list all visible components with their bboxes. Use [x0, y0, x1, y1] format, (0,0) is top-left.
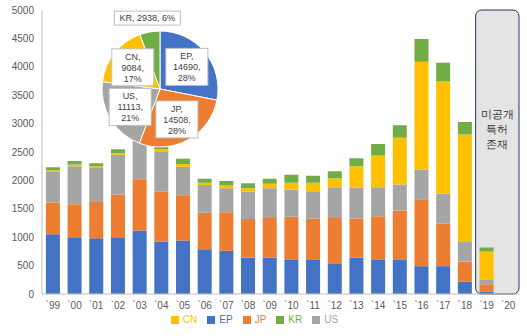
- svg-text:`01: `01: [89, 300, 104, 311]
- svg-text:`08: `08: [241, 300, 256, 311]
- svg-text:미공개: 미공개: [481, 108, 514, 120]
- svg-text:11113,: 11113,: [117, 102, 143, 112]
- svg-text:21%: 21%: [121, 113, 139, 123]
- svg-text:`17: `17: [436, 300, 451, 311]
- html-text:CN: CN: [182, 314, 198, 325]
- svg-text:EP,: EP,: [180, 51, 193, 61]
- svg-text:3000: 3000: [12, 118, 35, 129]
- svg-text:`10: `10: [284, 300, 299, 311]
- svg-text:특허: 특허: [486, 123, 508, 135]
- svg-text:500: 500: [17, 260, 34, 271]
- svg-text:`13: `13: [349, 300, 364, 311]
- svg-text:1500: 1500: [12, 203, 35, 214]
- svg-text:3500: 3500: [12, 90, 35, 101]
- svg-text:`99: `99: [46, 300, 61, 311]
- svg-text:US,: US,: [123, 91, 138, 101]
- svg-text:17%: 17%: [124, 74, 142, 84]
- svg-text:KR, 2938, 6%: KR, 2938, 6%: [120, 13, 176, 23]
- svg-text:`12: `12: [327, 300, 342, 311]
- svg-text:4000: 4000: [12, 61, 35, 72]
- svg-text:JP,: JP,: [171, 104, 183, 114]
- svg-text:9084,: 9084,: [122, 63, 145, 73]
- svg-text:`04: `04: [154, 300, 169, 311]
- svg-text:5000: 5000: [12, 5, 35, 16]
- html-text:JP: JP: [254, 314, 267, 325]
- svg-text:0: 0: [28, 289, 34, 300]
- html-text:US: US: [324, 314, 339, 325]
- svg-text:`03: `03: [132, 300, 147, 311]
- html-text:EP: EP: [219, 314, 233, 325]
- svg-text:`06: `06: [197, 300, 212, 311]
- svg-text:14508,: 14508,: [163, 115, 191, 125]
- svg-text:4500: 4500: [12, 33, 35, 44]
- svg-text:`07: `07: [219, 300, 234, 311]
- svg-text:14690,: 14690,: [173, 62, 201, 72]
- svg-text:`09: `09: [262, 300, 277, 311]
- svg-text:`05: `05: [176, 300, 191, 311]
- svg-text:`00: `00: [67, 300, 82, 311]
- svg-text:28%: 28%: [178, 73, 196, 83]
- svg-text:`16: `16: [414, 300, 429, 311]
- svg-text:2500: 2500: [12, 147, 35, 158]
- svg-text:`02: `02: [111, 300, 126, 311]
- svg-text:`20: `20: [501, 300, 516, 311]
- svg-text:존재: 존재: [486, 138, 508, 150]
- html-text:KR: KR: [288, 314, 303, 325]
- svg-text:`19: `19: [479, 300, 494, 311]
- svg-text:28%: 28%: [168, 126, 186, 136]
- svg-text:1000: 1000: [12, 232, 35, 243]
- svg-text:`14: `14: [371, 300, 386, 311]
- svg-text:2000: 2000: [12, 175, 35, 186]
- svg-text:`15: `15: [393, 300, 408, 311]
- svg-text:`18: `18: [458, 300, 473, 311]
- svg-text:`11: `11: [306, 300, 320, 311]
- svg-text:CN,: CN,: [125, 52, 141, 62]
